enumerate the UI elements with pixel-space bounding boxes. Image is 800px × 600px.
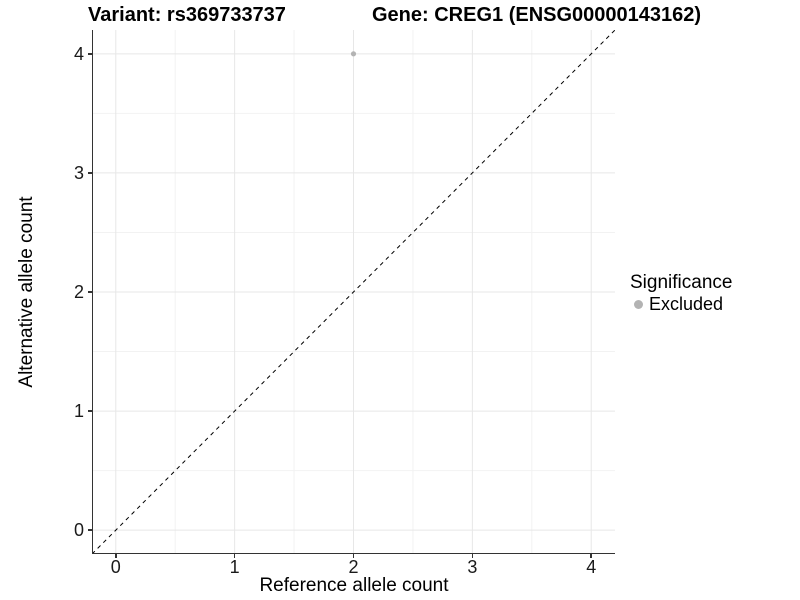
x-axis-tick [352, 554, 355, 558]
x-axis-title: Reference allele count [259, 575, 449, 596]
y-tick-label: 0 [73, 520, 84, 541]
x-tick-label: 1 [229, 557, 240, 577]
y-axis-tick [88, 529, 92, 531]
data-point-excluded [350, 51, 357, 57]
x-axis-tick [471, 554, 474, 558]
x-axis-tick [233, 554, 236, 558]
plot-panel [92, 30, 615, 554]
legend-key-dot-icon [634, 299, 643, 309]
legend-item-excluded: Excluded [629, 294, 732, 314]
y-tick-label: 3 [73, 162, 84, 183]
identity-reference-line [92, 30, 615, 554]
y-tick-label: 1 [73, 401, 84, 422]
plot-title-variant: Variant: rs369733737 [88, 4, 286, 26]
x-tick-label: 2 [348, 557, 359, 577]
x-tick-label: 0 [110, 557, 121, 577]
legend: Significance Excluded [629, 272, 732, 314]
y-tick-label: 4 [73, 43, 84, 64]
y-tick-label: 2 [73, 282, 84, 302]
plot-title-gene: Gene: CREG1 (ENSG00000143162) [372, 4, 702, 26]
y-axis-tick [88, 410, 92, 412]
y-axis-tick [88, 53, 92, 55]
x-tick-label: 4 [586, 557, 597, 577]
legend-title: Significance [630, 272, 733, 293]
y-axis-tick [88, 291, 92, 293]
x-axis-tick [590, 554, 592, 558]
y-axis-tick [88, 172, 92, 174]
plot-canvas [92, 30, 615, 554]
x-tick-label: 3 [467, 557, 478, 577]
x-axis-tick [115, 554, 117, 558]
legend-item-label: Excluded [649, 293, 724, 314]
